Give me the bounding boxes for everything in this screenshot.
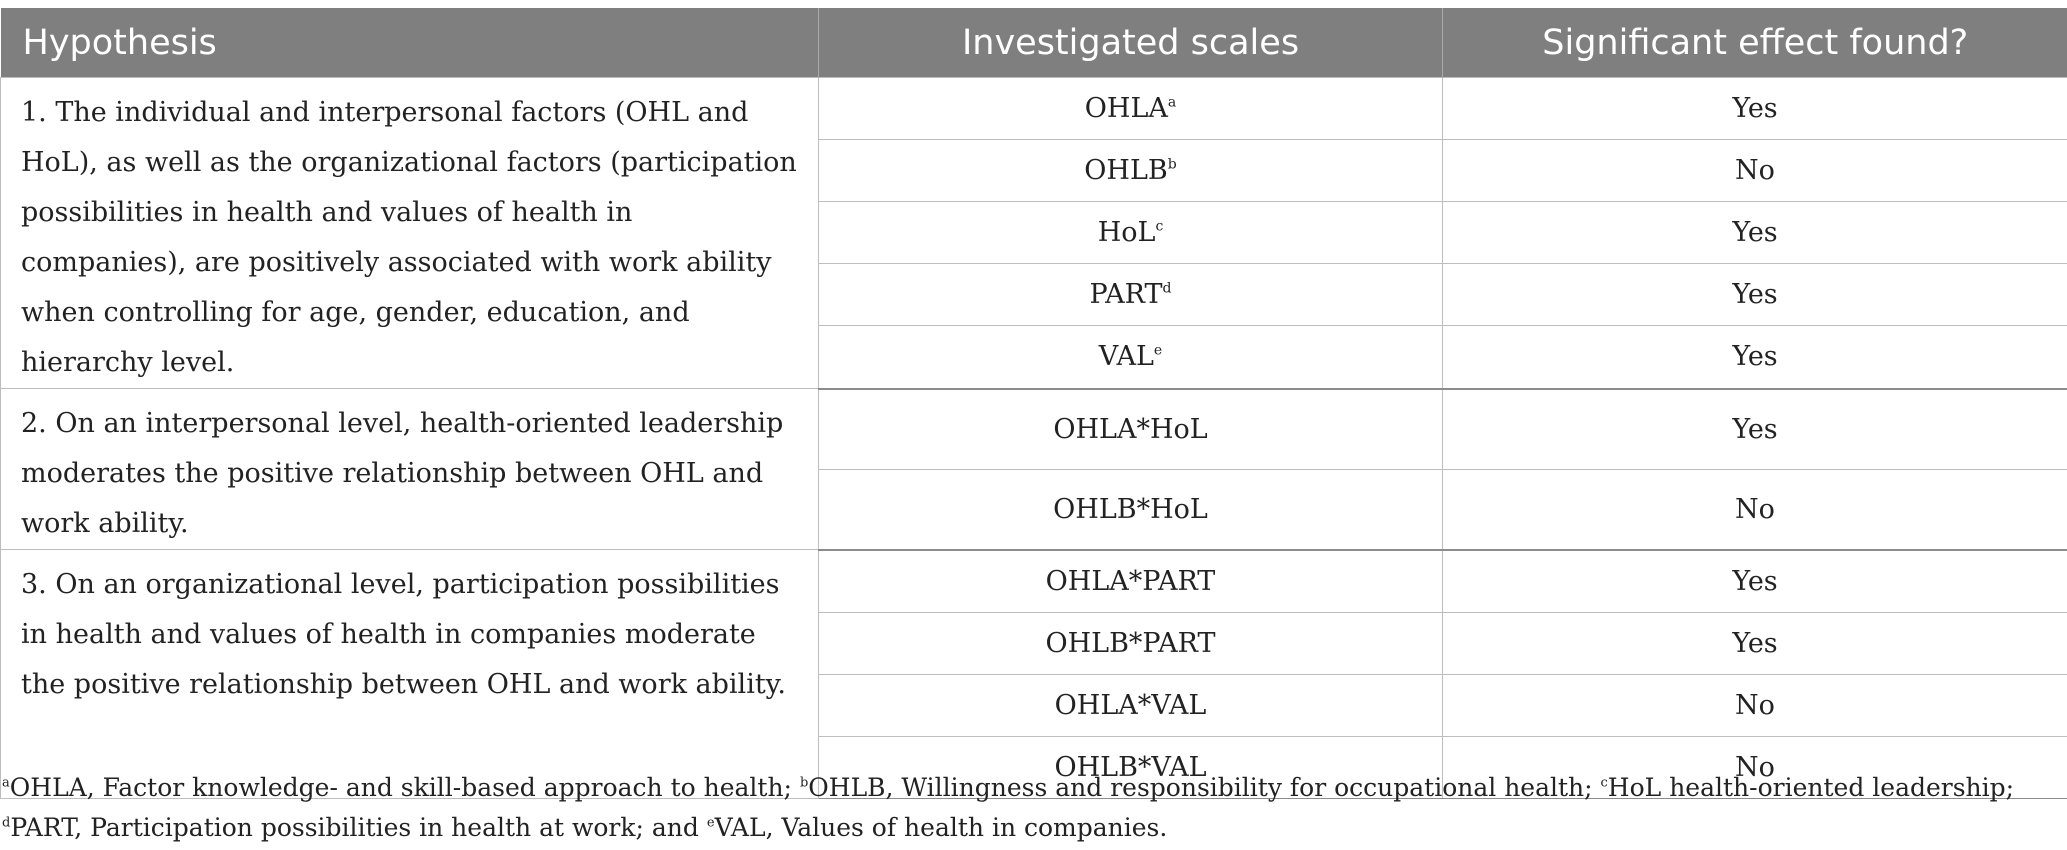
hypothesis-1-cell: 1. The individual and interpersonal fact… [0,77,819,389]
header-investigated-scales: Investigated scales [818,8,1443,78]
scale-name: HoL [1097,217,1156,249]
hypothesis-table-container: Hypothesis Investigated scales Significa… [0,8,2067,799]
footnote-marker: a [1167,94,1177,111]
table-row: 1. The individual and interpersonal fact… [0,76,2067,389]
scale-cell: OHLA*PART [818,549,1443,613]
scale-cell: PARTd [818,263,1443,327]
effect-cell: Yes [1442,549,2067,613]
effect-cell: No [1442,139,2067,203]
footnote-text: HoL health-oriented leadership; [1607,773,2015,802]
footnote-marker: c [1155,218,1164,235]
hypothesis-table: Hypothesis Investigated scales Significa… [0,8,2067,799]
header-hypothesis: Hypothesis [0,8,819,78]
effect-cell: Yes [1442,388,2067,470]
scale-cell: HoLc [818,201,1443,265]
footnote-marker: d [2,815,11,831]
footnote-marker: e [706,815,715,831]
effect-cell: No [1442,735,2067,799]
scale-name: OHLB [1084,155,1168,187]
hypothesis-2-cell: 2. On an interpersonal level, health-ori… [0,388,819,550]
footnote-marker: c [1600,775,1608,791]
footnote-text: PART, Participation possibilities in hea… [10,813,707,842]
footnote-item: bOHLB, Willingness and responsibility fo… [800,773,1601,802]
table-row: OHLB*PART Yes [1,611,2067,675]
effect-cell: Yes [1442,611,2067,675]
table-row: HoLc Yes [1,201,2067,265]
footnote-text: VAL, Values of health in companies. [714,813,1168,842]
table-row: OHLB*VAL No [1,735,2067,799]
scale-cell: OHLBb [818,139,1443,203]
table-footnotes: aOHLA, Factor knowledge- and skill-based… [2,768,2042,848]
effect-cell: Yes [1442,325,2067,390]
table-row: OHLA*VAL No [1,673,2067,737]
effect-cell: No [1442,468,2067,551]
scale-cell: OHLB*VAL [818,735,1443,799]
footnote-item: dPART, Participation possibilities in he… [2,813,707,842]
footnote-marker: e [1153,342,1163,359]
scale-cell: VALe [818,325,1443,390]
scale-name: OHLA [1084,93,1168,125]
table-row: 3. On an organizational level, participa… [0,549,2067,799]
table-row: 2. On an interpersonal level, health-ori… [0,388,2067,550]
table-row: OHLBb No [1,139,2067,203]
footnote-item: cHoL health-oriented leadership; [1601,773,2015,802]
footnote-item: eVAL, Values of health in companies. [707,813,1167,842]
effect-cell: Yes [1442,76,2067,141]
hypothesis-3-cell: 3. On an organizational level, participa… [0,549,819,799]
scale-cell: OHLB*HoL [818,468,1443,551]
footnote-item: aOHLA, Factor knowledge- and skill-based… [2,773,800,802]
table-row: VALe Yes [1,325,2067,390]
table-row: OHLB*HoL No [1,468,2067,551]
scale-cell: OHLA*VAL [818,673,1443,737]
effect-cell: No [1442,673,2067,737]
table-header-row: Hypothesis Investigated scales Significa… [0,8,2067,78]
footnote-marker: a [2,775,10,791]
footnote-marker: b [799,775,809,791]
effect-cell: Yes [1442,201,2067,265]
footnote-text: OHLB, Willingness and responsibility for… [808,773,1601,802]
footnote-marker: d [1162,280,1172,297]
effect-cell: Yes [1442,263,2067,327]
scale-name: PART [1089,279,1163,311]
scale-cell: OHLA*HoL [818,388,1443,470]
scale-name: VAL [1098,341,1154,373]
scale-cell: OHLAa [818,76,1443,141]
table-row: PARTd Yes [1,263,2067,327]
scale-cell: OHLB*PART [818,611,1443,675]
footnote-text: OHLA, Factor knowledge- and skill-based … [9,773,800,802]
header-significant-effect: Significant effect found? [1442,8,2067,78]
footnote-marker: b [1167,156,1177,173]
